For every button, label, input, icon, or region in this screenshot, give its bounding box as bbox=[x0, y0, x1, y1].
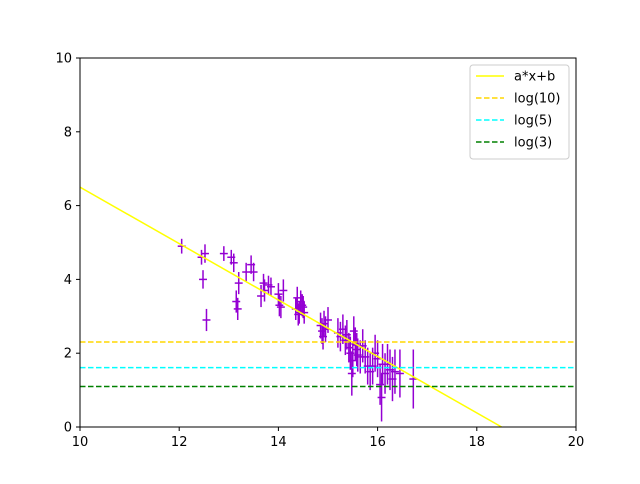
data-point bbox=[234, 272, 243, 295]
data-point bbox=[276, 296, 285, 319]
y-tick-label: 2 bbox=[64, 347, 72, 362]
x-tick-label: 16 bbox=[369, 435, 386, 450]
data-point bbox=[201, 244, 209, 263]
legend-box bbox=[469, 64, 570, 160]
plot-area bbox=[80, 186, 576, 427]
data-point bbox=[349, 316, 358, 346]
data-point bbox=[344, 332, 353, 363]
legend-item: log(5) bbox=[476, 114, 552, 129]
legend-label: log(3) bbox=[514, 136, 552, 151]
data-point bbox=[257, 284, 266, 308]
errorbar-series bbox=[177, 238, 418, 422]
axes-frame bbox=[79, 57, 577, 428]
y-axis: 0 2 4 6 8 10 bbox=[55, 52, 80, 436]
data-point bbox=[266, 277, 275, 297]
x-tick-label: 18 bbox=[469, 435, 486, 450]
data-point bbox=[233, 297, 242, 320]
y-tick-label: 8 bbox=[64, 125, 72, 140]
data-point bbox=[229, 253, 238, 273]
data-point bbox=[293, 286, 302, 309]
data-point bbox=[199, 270, 207, 289]
data-point bbox=[259, 273, 268, 293]
data-point bbox=[202, 308, 211, 332]
fit-line bbox=[80, 186, 502, 427]
data-point bbox=[377, 373, 386, 422]
legend: a*x+b log(10) log(5) log(3) bbox=[469, 64, 570, 160]
x-tick-label: 20 bbox=[568, 435, 585, 450]
legend-item: log(10) bbox=[476, 92, 561, 107]
x-tick-label: 12 bbox=[171, 435, 188, 450]
data-point bbox=[249, 262, 258, 282]
data-point bbox=[395, 349, 404, 398]
data-point bbox=[352, 332, 361, 367]
y-tick-label: 6 bbox=[64, 199, 72, 214]
y-tick-label: 4 bbox=[64, 273, 72, 288]
legend-label: a*x+b bbox=[514, 70, 555, 85]
data-point bbox=[274, 283, 283, 306]
y-tick-label: 0 bbox=[64, 421, 72, 436]
data-point bbox=[347, 351, 356, 396]
data-point bbox=[242, 262, 251, 282]
data-point bbox=[279, 279, 288, 302]
data-point bbox=[275, 294, 284, 317]
data-point bbox=[294, 303, 303, 326]
legend-label: log(10) bbox=[514, 92, 561, 107]
x-axis: 10 12 14 16 18 20 bbox=[72, 427, 585, 450]
x-tick-label: 10 bbox=[72, 435, 89, 450]
legend-label: log(5) bbox=[514, 114, 552, 129]
x-tick-label: 14 bbox=[270, 435, 287, 450]
data-point bbox=[219, 246, 228, 261]
legend-item: log(3) bbox=[476, 136, 552, 151]
y-tick-label: 10 bbox=[55, 52, 72, 67]
legend-item: a*x+b bbox=[476, 70, 555, 85]
